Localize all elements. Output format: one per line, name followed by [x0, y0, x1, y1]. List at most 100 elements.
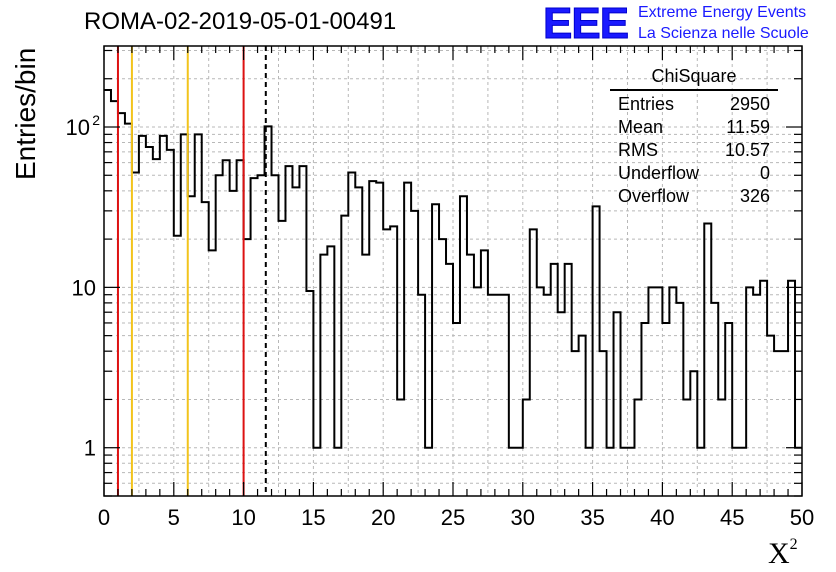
histogram-bin	[139, 136, 146, 496]
histogram-bin	[565, 264, 572, 496]
histogram-bin	[718, 399, 725, 496]
histogram-bin	[558, 312, 565, 496]
histogram-bin	[746, 287, 753, 496]
histogram-bin	[160, 136, 167, 496]
y-tick-label: 10	[66, 115, 90, 140]
stats-value: 10.57	[724, 140, 770, 160]
histogram-bin	[586, 448, 593, 496]
histogram-bin	[209, 250, 216, 496]
histogram-bin	[530, 229, 537, 496]
histogram-bin	[544, 295, 551, 496]
histogram-bin	[369, 181, 376, 496]
histogram-bin	[781, 351, 788, 496]
histogram-bin	[572, 351, 579, 496]
histogram-bin	[697, 448, 704, 496]
stats-row-overflow: Overflow 326	[610, 185, 778, 208]
logo-line-1: Extreme Energy Events	[638, 4, 807, 21]
stats-label: Mean	[618, 117, 664, 137]
histogram-bin	[516, 448, 523, 496]
histogram-bin	[320, 255, 327, 496]
stats-row-underflow: Underflow 0	[610, 162, 778, 185]
histogram-bin	[362, 255, 369, 496]
histogram-bin	[481, 250, 488, 496]
histogram-bin	[502, 295, 509, 496]
histogram-bin	[292, 187, 299, 496]
histogram-bin	[202, 202, 209, 496]
histogram-bin	[655, 287, 662, 496]
stats-row-rms: RMS 10.57	[610, 139, 778, 162]
histogram-bin	[662, 323, 669, 496]
histogram-bin	[216, 175, 223, 496]
histogram-bin	[523, 399, 530, 496]
stats-box: ChiSquare Entries 2950 Mean 11.59 RMS 10…	[610, 66, 778, 208]
histogram-bin	[397, 399, 404, 496]
histogram-bin	[614, 312, 621, 496]
histogram-bin	[683, 399, 690, 496]
histogram-bin	[167, 150, 174, 496]
histogram-series	[104, 89, 802, 449]
stats-label: RMS	[618, 140, 658, 160]
y-tick-label: 10	[72, 275, 96, 300]
histogram-bin	[641, 323, 648, 496]
plot-title: ROMA-02-2019-05-01-00491	[84, 8, 397, 35]
histogram-bin	[223, 160, 230, 496]
logo-line-2: La Scienza nelle Scuole	[638, 25, 809, 42]
histogram-bin	[348, 173, 355, 496]
histogram-bin	[313, 448, 320, 496]
histogram-bin	[711, 303, 718, 496]
histogram-bin	[648, 287, 655, 496]
histogram-bin	[111, 101, 118, 496]
eee-logo: EEE	[542, 0, 629, 48]
histogram-bin	[383, 229, 390, 496]
histogram-bin	[153, 159, 160, 496]
stats-label: Entries	[618, 94, 675, 114]
stats-value: 2950	[729, 94, 770, 114]
stats-value: 11.59	[726, 117, 770, 137]
histogram-bin	[376, 183, 383, 496]
histogram-bin	[732, 448, 739, 496]
x-tick-label: 5	[168, 505, 180, 530]
histogram-bin	[774, 351, 781, 496]
histogram-bin	[258, 175, 265, 496]
histogram-bin	[195, 134, 202, 496]
histogram-bin	[132, 173, 139, 496]
histogram-bin	[446, 264, 453, 496]
histogram-bin	[125, 124, 132, 496]
stats-value: 326	[739, 186, 770, 206]
stats-title: ChiSquare	[610, 66, 778, 91]
histogram-bin	[634, 399, 641, 496]
x-axis-label-base: X	[768, 537, 790, 570]
histogram-bin	[628, 448, 635, 496]
histogram-bin	[146, 147, 153, 496]
histogram-bin	[230, 191, 237, 496]
histogram-bin	[181, 134, 188, 496]
histogram-bin	[537, 287, 544, 496]
y-tick-label-exponent: 2	[92, 112, 100, 128]
histogram-bin	[467, 255, 474, 496]
histogram-bin	[237, 160, 244, 496]
x-tick-label: 20	[371, 505, 395, 530]
x-axis-label-sup: 2	[789, 536, 798, 553]
histogram-bin	[788, 281, 795, 496]
histogram-bin	[272, 175, 279, 496]
x-tick-label: 25	[441, 505, 465, 530]
histogram-bin	[676, 303, 683, 496]
histogram-bin	[474, 287, 481, 496]
histogram-bin	[579, 336, 586, 496]
histogram-bin	[188, 196, 195, 496]
histogram-bin	[327, 246, 334, 496]
stats-value: 0	[759, 163, 770, 183]
histogram-bin	[453, 323, 460, 496]
histogram-bin	[432, 204, 439, 496]
histogram-bin	[704, 224, 711, 496]
stats-row-mean: Mean 11.59	[610, 116, 778, 139]
histogram-bin	[753, 295, 760, 496]
histogram-bin	[285, 166, 292, 496]
histogram-bin	[607, 448, 614, 496]
histogram-bin	[299, 166, 306, 496]
histogram-bin	[460, 196, 467, 496]
y-axis-label: Entries/bin	[10, 47, 41, 180]
stats-row-entries: Entries 2950	[610, 93, 778, 116]
x-tick-label: 0	[98, 505, 110, 530]
histogram-bin	[509, 448, 516, 496]
